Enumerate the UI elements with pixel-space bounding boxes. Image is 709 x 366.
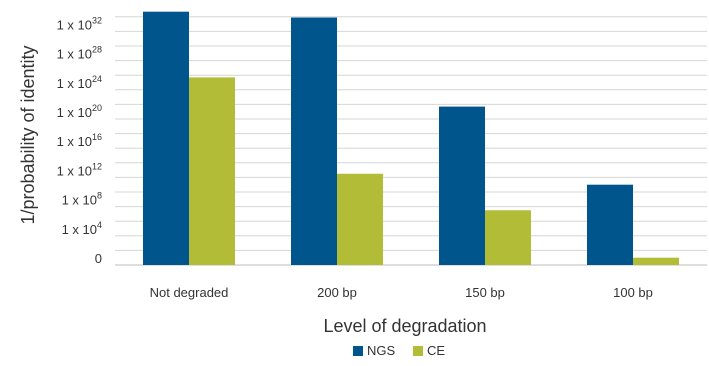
y-tick-base: 1 x 10 <box>62 222 97 237</box>
x-tick-label: Not degraded <box>150 285 229 300</box>
y-tick-label: 1 x 1028 <box>57 45 102 62</box>
bar-ce-1 <box>337 173 383 265</box>
y-tick-exponent: 16 <box>92 132 102 142</box>
y-tick-base: 1 x 10 <box>57 47 92 62</box>
y-tick-base: 1 x 10 <box>57 134 92 149</box>
y-tick-exponent: 20 <box>92 103 102 113</box>
y-tick-base: 1 x 10 <box>57 105 92 120</box>
y-tick-label: 0 <box>95 251 102 266</box>
y-tick-label: 1 x 1032 <box>57 15 102 32</box>
y-tick-exponent: 4 <box>97 220 102 230</box>
y-tick-label: 1 x 1020 <box>57 103 102 120</box>
x-tick-label: 200 bp <box>317 285 357 300</box>
x-tick-label: 150 bp <box>465 285 505 300</box>
x-axis-title: Level of degradation <box>323 316 486 336</box>
x-tick-label: 100 bp <box>613 285 653 300</box>
legend-item-ce: CE <box>413 343 445 358</box>
y-tick-base: 1 x 10 <box>57 17 92 32</box>
y-tick-exponent: 28 <box>92 45 102 55</box>
bar-ngs-2 <box>439 106 485 265</box>
y-tick-label: 1 x 108 <box>62 191 102 208</box>
bar-ce-3 <box>633 257 679 265</box>
legend: NGS CE <box>353 343 445 358</box>
y-tick-exponent: 24 <box>92 74 102 84</box>
legend-label: NGS <box>367 343 396 358</box>
bar-ngs-1 <box>291 17 337 266</box>
y-axis-title: 1/probability of identity <box>18 45 38 224</box>
legend-swatch <box>413 346 423 356</box>
bar-ce-0 <box>189 77 235 265</box>
legend-item-ngs: NGS <box>353 343 396 358</box>
y-tick-label: 1 x 104 <box>62 220 102 237</box>
bar-ce-2 <box>485 210 531 265</box>
legend-label: CE <box>427 343 445 358</box>
y-tick-label: 1 x 1024 <box>57 74 102 91</box>
legend-swatch <box>353 346 363 356</box>
y-tick-label: 1 x 1012 <box>57 161 102 178</box>
y-tick-base: 1 x 10 <box>57 76 92 91</box>
y-tick-base: 0 <box>95 251 102 266</box>
y-tick-base: 1 x 10 <box>62 193 97 208</box>
bars <box>143 11 679 266</box>
y-tick-exponent: 8 <box>97 191 102 201</box>
x-axis-tick-labels: Not degraded 200 bp 150 bp 100 bp <box>150 285 653 300</box>
bar-ngs-3 <box>587 184 633 265</box>
bar-ngs-0 <box>143 11 189 265</box>
y-tick-label: 1 x 1016 <box>57 132 102 149</box>
y-tick-exponent: 32 <box>92 15 102 25</box>
y-tick-exponent: 12 <box>92 161 102 171</box>
y-tick-base: 1 x 10 <box>57 163 92 178</box>
